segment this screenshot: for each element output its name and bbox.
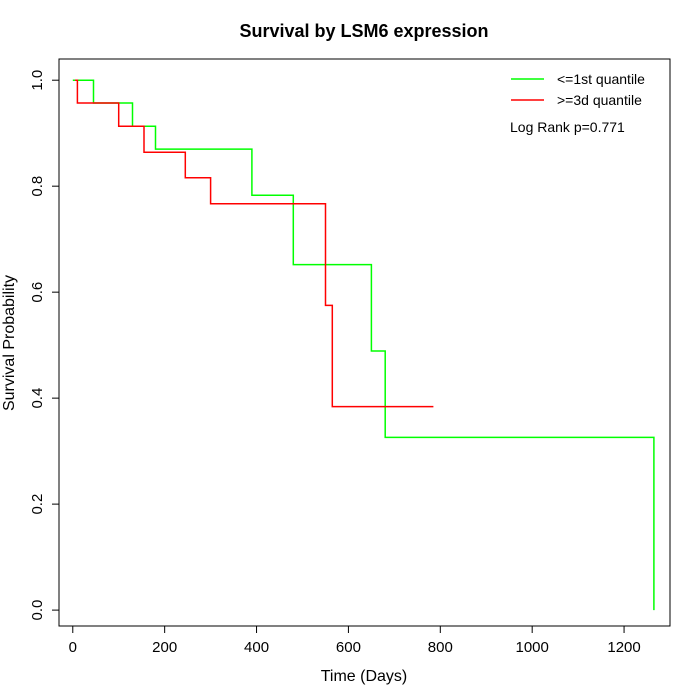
- y-tick-label: 0.6: [29, 282, 46, 303]
- series-line-1: [72, 79, 655, 611]
- y-tick-label: 1.0: [29, 70, 46, 91]
- x-tick-label: 400: [244, 639, 269, 656]
- series-layer: [72, 79, 655, 611]
- x-tick-label: 600: [336, 639, 361, 656]
- x-tick-label: 1200: [607, 639, 640, 656]
- y-tick-label: 0.8: [29, 176, 46, 197]
- y-axis-label: Survival Probability: [1, 275, 18, 411]
- x-tick-label: 800: [428, 639, 453, 656]
- chart-title: Survival by LSM6 expression: [239, 21, 488, 41]
- x-axis: 0 200 400 600 800 1000 1200: [69, 625, 641, 656]
- legend-label: <=1st quantile: [557, 71, 645, 87]
- legend: <=1st quantile >=3d quantile: [511, 71, 645, 108]
- y-tick-label: 0.2: [29, 494, 46, 515]
- plot-frame: [58, 58, 671, 627]
- x-axis-label: Time (Days): [321, 668, 408, 685]
- y-tick-label: 0.4: [29, 388, 46, 409]
- series-line-2: [75, 79, 434, 408]
- x-tick-label: 0: [69, 639, 77, 656]
- x-tick-label: 1000: [515, 639, 548, 656]
- y-tick-label: 0.0: [29, 600, 46, 621]
- log-rank-annotation: Log Rank p=0.771: [510, 119, 625, 135]
- y-axis: 0.0 0.2 0.4 0.6 0.8 1.0: [29, 70, 60, 621]
- x-tick-label: 200: [152, 639, 177, 656]
- legend-label: >=3d quantile: [557, 92, 642, 108]
